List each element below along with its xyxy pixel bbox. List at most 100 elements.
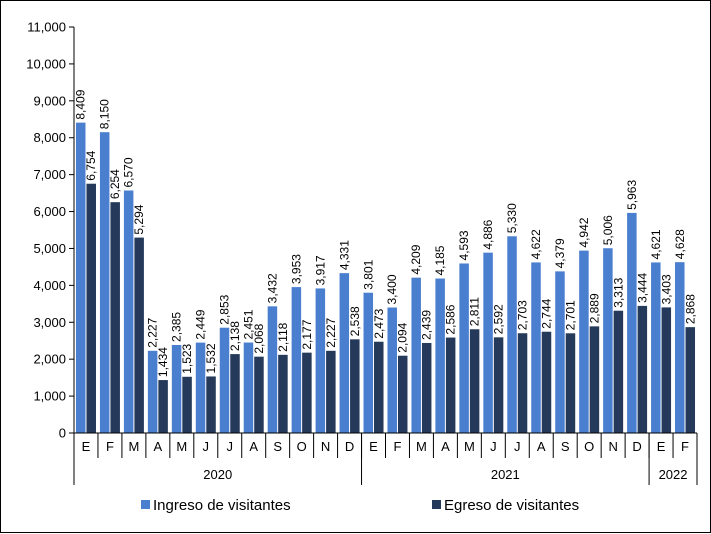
bar-ingreso <box>531 262 541 433</box>
data-label-egreso: 2,538 <box>348 306 362 336</box>
bar-egreso <box>374 341 384 433</box>
bar-egreso <box>685 327 696 433</box>
x-tick-label: M <box>176 439 187 454</box>
y-axis: 0 1,000 2,000 3,000 4,000 5,000 6,000 7,000 8,00… <box>26 20 75 441</box>
x-tick-label: J <box>514 439 521 454</box>
data-label-egreso: 2,118 <box>276 322 290 351</box>
data-label-egreso: 2,227 <box>324 317 338 347</box>
x-tick-label: O <box>297 439 307 454</box>
bar-egreso <box>637 305 648 433</box>
x-tick-label: F <box>394 439 402 454</box>
x-tick-label: M <box>416 439 427 454</box>
data-label-ingreso: 3,801 <box>361 259 375 289</box>
bar-ingreso <box>315 288 326 433</box>
data-label-ingreso: 4,622 <box>529 229 543 259</box>
bar-ingreso <box>579 250 589 433</box>
data-label-egreso: 2,439 <box>420 310 434 340</box>
bar-egreso <box>254 356 264 433</box>
data-label-ingreso: 8,150 <box>98 99 112 129</box>
data-label-ingreso: 4,886 <box>481 219 495 249</box>
year-label: 2021 <box>491 467 520 482</box>
data-label-egreso: 3,313 <box>611 277 625 307</box>
x-tick-label: A <box>154 439 163 454</box>
y-tick-label: 9,000 <box>33 93 66 108</box>
data-label-egreso: 2,811 <box>468 297 482 326</box>
data-label-egreso: 2,473 <box>372 308 386 338</box>
bar-egreso <box>110 202 120 433</box>
bar-ingreso <box>219 327 230 433</box>
y-tick-label: 10,000 <box>26 56 66 71</box>
x-tick-label: S <box>273 439 282 454</box>
bar-ingreso <box>555 271 565 433</box>
data-label-ingreso: 5,330 <box>505 203 519 233</box>
bar-ingreso <box>171 344 182 433</box>
year-label: 2020 <box>203 467 232 482</box>
bar-egreso <box>493 337 504 433</box>
data-label-egreso: 2,744 <box>540 298 554 328</box>
bar-ingreso <box>387 307 397 433</box>
x-tick-label: M <box>464 439 475 454</box>
bar-ingreso <box>411 277 421 433</box>
bar-egreso <box>613 310 624 433</box>
data-label-ingreso: 3,953 <box>289 254 303 284</box>
bar-egreso <box>326 350 336 433</box>
data-label-ingreso: 3,400 <box>385 274 399 304</box>
bar-egreso <box>661 307 672 433</box>
data-label-egreso: 5,294 <box>132 204 146 234</box>
x-tick-label: A <box>441 439 450 454</box>
data-label-egreso: 3,444 <box>635 273 649 303</box>
bar-ingreso <box>675 262 685 433</box>
data-label-ingreso: 3,917 <box>313 255 327 285</box>
bar-egreso <box>589 326 600 433</box>
data-label-egreso: 3,403 <box>659 274 673 304</box>
bar-egreso <box>206 376 216 433</box>
bar-ingreso <box>243 342 254 433</box>
legend-swatch-egreso <box>432 500 441 509</box>
y-tick-label: 3,000 <box>33 315 66 330</box>
data-label-ingreso: 4,331 <box>337 240 351 270</box>
data-label-egreso: 2,094 <box>396 322 410 352</box>
data-label-ingreso: 2,451 <box>241 309 255 339</box>
data-label-ingreso: 5,963 <box>625 180 639 210</box>
y-tick-label: 8,000 <box>33 130 66 145</box>
bar-ingreso <box>99 132 110 433</box>
x-tick-label: J <box>490 439 497 454</box>
data-label-egreso: 1,434 <box>156 347 170 377</box>
bar-ingreso <box>435 278 445 433</box>
data-label-egreso: 2,592 <box>492 304 506 334</box>
bar-ingreso <box>603 248 613 433</box>
bar-ingreso <box>123 190 134 433</box>
data-label-ingreso: 2,385 <box>170 312 184 342</box>
bar-ingreso <box>291 287 302 433</box>
bar-egreso <box>541 331 552 433</box>
data-label-ingreso: 2,227 <box>146 317 160 347</box>
y-tick-label: 0 <box>59 426 66 441</box>
data-label-ingreso: 4,593 <box>457 230 471 260</box>
data-label-ingreso: 5,006 <box>601 215 615 245</box>
data-label-ingreso: 6,570 <box>122 157 136 187</box>
data-label-egreso: 2,068 <box>252 323 266 353</box>
x-tick-label: E <box>369 439 378 454</box>
y-tick-label: 7,000 <box>33 167 66 182</box>
y-tick-label: 4,000 <box>33 278 66 293</box>
data-label-egreso: 2,703 <box>516 300 530 330</box>
year-label: 2022 <box>659 467 688 482</box>
y-tick-label: 6,000 <box>33 204 66 219</box>
bar-egreso <box>565 333 576 433</box>
data-label-ingreso: 2,449 <box>194 309 208 339</box>
x-tick-label: E <box>657 439 666 454</box>
bar-ingreso <box>627 212 637 433</box>
bars <box>75 122 696 433</box>
bar-egreso <box>397 355 408 433</box>
x-tick-label: O <box>584 439 594 454</box>
data-label-ingreso: 4,628 <box>673 229 687 259</box>
bar-egreso <box>302 352 312 433</box>
bar-egreso <box>134 237 144 433</box>
bar-ingreso <box>267 306 278 433</box>
bar-egreso <box>445 337 456 433</box>
bar-egreso <box>350 339 360 433</box>
x-tick-label: E <box>82 439 91 454</box>
x-tick-label: A <box>249 439 258 454</box>
bar-ingreso <box>147 350 158 433</box>
